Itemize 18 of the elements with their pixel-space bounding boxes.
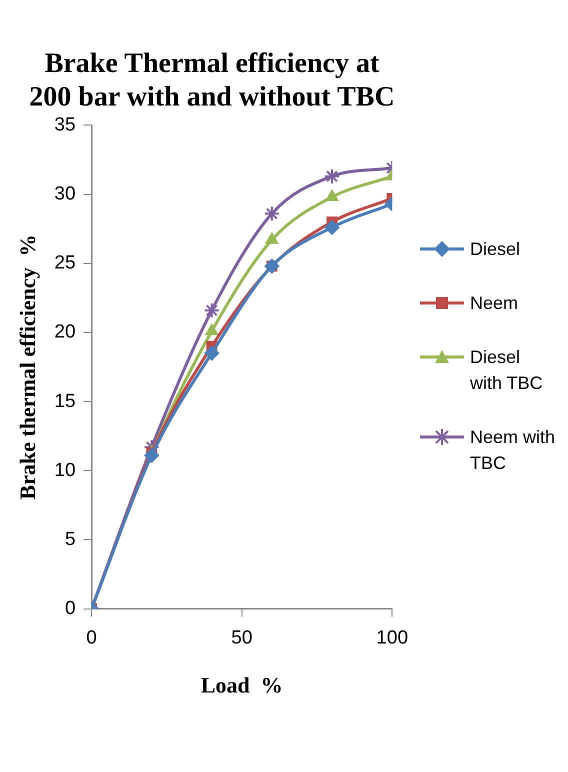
y-tick-label: 30	[54, 184, 76, 205]
legend-label: Diesel	[470, 238, 522, 261]
y-tick-label: 25	[54, 252, 76, 274]
y-tick-label: 0	[64, 598, 76, 620]
legend-label: Diesel with TBC	[470, 346, 544, 395]
x-tick-label: 100	[376, 627, 408, 648]
legend-label: Neem with TBC	[470, 426, 556, 475]
y-tick-label: 15	[54, 390, 76, 412]
x-tick-label: 50	[231, 627, 252, 648]
legend-label: Neem	[470, 292, 520, 315]
y-tick-label: 10	[54, 460, 76, 481]
x-axis-title: Load %	[200, 672, 283, 698]
y-axis-title: Brake thermal efficiency %	[14, 234, 40, 500]
x-tick-label: 0	[86, 627, 97, 648]
y-tick-label: 20	[54, 322, 76, 343]
y-tick-label: 5	[64, 528, 76, 550]
chart-title: Brake Thermal efficiency at 200 bar with and without TBC	[29, 48, 395, 113]
y-tick-label: 35	[54, 114, 76, 136]
